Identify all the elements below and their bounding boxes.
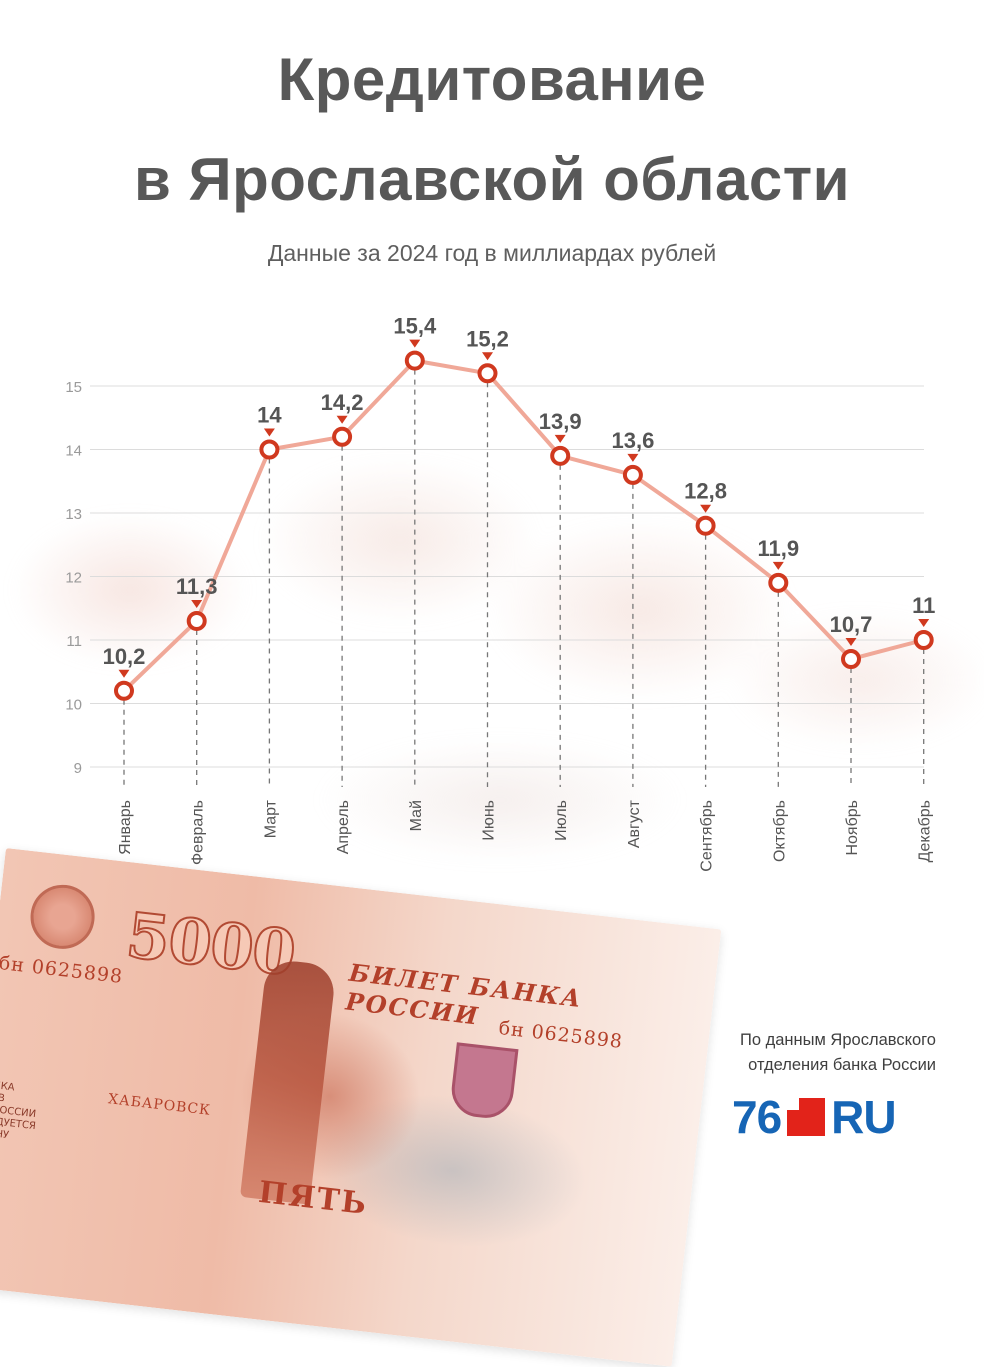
- x-tick-label: Апрель: [335, 800, 352, 854]
- data-point: [186, 610, 207, 631]
- data-point: [622, 464, 643, 485]
- x-tick-label: Декабрь: [917, 800, 934, 862]
- logo-number: 76: [732, 1091, 782, 1143]
- data-label: 15,2: [466, 326, 509, 351]
- x-tick-label: Август: [626, 799, 643, 848]
- x-tick-label: Февраль: [190, 800, 207, 865]
- data-point: [259, 439, 280, 460]
- data-label: 10,7: [830, 612, 873, 637]
- data-point: [695, 515, 716, 536]
- x-tick-label: Ноябрь: [844, 800, 861, 856]
- logo-suffix: RU: [831, 1091, 896, 1143]
- banknote-small-text: ДЕЛКА ЕТОВ КА РОССИИ СЛЕДУЕТСЯ АКОНУ: [0, 1079, 49, 1147]
- crest-icon: [448, 1042, 519, 1121]
- x-tick-label: Январь: [117, 800, 134, 855]
- source-line1: По данным Ярославского: [739, 1031, 936, 1049]
- banknote-serial-left: бн 0625898: [0, 952, 125, 988]
- page-title-line2: в Ярославской области: [133, 146, 851, 213]
- data-label: 11: [912, 593, 935, 618]
- data-label: 13,6: [611, 428, 654, 453]
- pointer-icon: [482, 352, 493, 361]
- data-point: [841, 649, 861, 670]
- source-line2: отделения банка России: [748, 1056, 936, 1074]
- banknote-image: 5000 БИЛЕТ БАНКА РОССИИ бн 0625898 бн 06…: [0, 848, 722, 1367]
- y-tick-label: 13: [65, 506, 82, 523]
- pointer-icon: [118, 669, 130, 678]
- pointer-icon: [845, 638, 857, 647]
- data-point: [768, 572, 789, 593]
- y-tick-label: 9: [74, 760, 82, 777]
- data-point: [550, 445, 571, 466]
- x-tick-label: Июль: [553, 800, 570, 841]
- pointer-icon: [554, 434, 566, 443]
- banknote-plaque: ХАБАРОВСК: [107, 1091, 212, 1119]
- x-tick-label: Сентябрь: [699, 800, 716, 872]
- data-label: 14: [257, 403, 282, 428]
- data-label: 13,9: [539, 409, 582, 434]
- x-tick-label: Май: [408, 800, 425, 831]
- data-label: 11,9: [757, 536, 799, 561]
- pointer-icon: [700, 504, 712, 513]
- pointer-icon: [336, 415, 348, 424]
- x-tick-label: Март: [262, 799, 279, 838]
- logo-square-icon: [787, 1098, 826, 1136]
- pointer-icon: [409, 339, 421, 348]
- pointer-icon: [772, 561, 784, 570]
- data-label: 12,8: [684, 479, 727, 504]
- y-tick-label: 11: [66, 633, 82, 650]
- y-tick-label: 12: [65, 570, 82, 587]
- x-tick-label: Июнь: [481, 800, 498, 841]
- data-label: 11,3: [176, 574, 218, 599]
- data-label: 15,4: [393, 314, 437, 339]
- data-point: [332, 426, 353, 447]
- data-point: [114, 680, 134, 701]
- data-point: [477, 363, 498, 384]
- banknote-word: ПЯТЬ: [256, 1174, 370, 1223]
- y-tick-label: 15: [65, 379, 82, 396]
- pointer-icon: [918, 619, 930, 627]
- y-tick-label: 10: [65, 697, 82, 714]
- data-label: 14,2: [321, 390, 364, 415]
- pointer-icon: [191, 599, 203, 608]
- pointer-icon: [263, 428, 275, 437]
- pointer-icon: [627, 453, 639, 462]
- series-line: [122, 358, 926, 693]
- data-label: 10,2: [103, 644, 146, 669]
- page-title-line1: Кредитование: [277, 46, 707, 113]
- logo-76ru: 76 RU: [732, 1092, 936, 1142]
- source-note: По данным Ярославского отделения банка Р…: [740, 1028, 936, 1078]
- x-tick-label: Октябрь: [771, 800, 788, 862]
- line-chart: 9 10 11 12 13 14 15 10,2 11,3 14 14,2 15,4 15,2 13,9 1…: [65, 314, 935, 872]
- data-point: [404, 350, 425, 371]
- page-subtitle: Данные за 2024 год в миллиардах рублей: [267, 240, 717, 266]
- data-point: [913, 630, 934, 650]
- statue-icon: [240, 958, 337, 1205]
- y-tick-label: 14: [65, 443, 82, 460]
